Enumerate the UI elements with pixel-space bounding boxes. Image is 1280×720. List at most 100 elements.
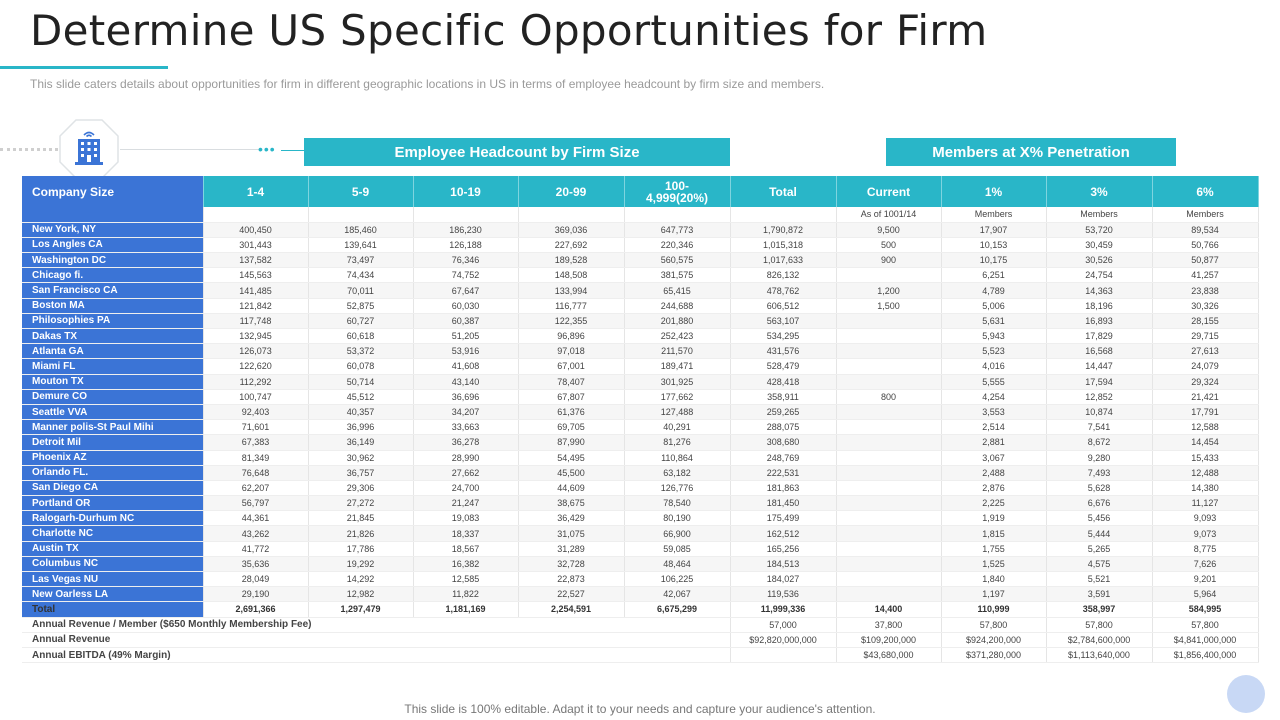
table-cell <box>836 434 942 451</box>
column-header: 20-99 <box>518 176 625 207</box>
table-cell: 12,852 <box>1046 389 1153 405</box>
table-row: Manner polis-St Paul Mihi 71,601 36,996 33,… <box>22 419 1259 436</box>
table-cell: 252,423 <box>624 328 731 345</box>
row-label: Los Angles CA <box>22 237 204 254</box>
table-cell: 57,800 <box>1152 617 1259 633</box>
table-cell: 308,680 <box>730 434 837 451</box>
table-cell: 358,911 <box>730 389 837 405</box>
table-cell: 2,876 <box>941 480 1047 497</box>
table-cell: 28,049 <box>203 571 309 588</box>
table-cell: 122,355 <box>518 313 625 330</box>
table-cell: 10,153 <box>941 237 1047 254</box>
table-cell: 81,276 <box>624 434 731 451</box>
column-header: 1% <box>941 176 1047 207</box>
table-cell: 211,570 <box>624 343 731 360</box>
row-label: Demure CO <box>22 389 204 405</box>
row-label: Phoenix AZ <box>22 450 204 466</box>
table-cell: 41,608 <box>413 358 519 375</box>
table-cell: 14,380 <box>1152 480 1259 497</box>
table-cell: 56,797 <box>203 495 309 512</box>
table-cell <box>836 419 942 436</box>
table-cell: 259,265 <box>730 404 837 421</box>
table-cell: 1,500 <box>836 298 942 314</box>
row-label: Orlando FL. <box>22 465 204 481</box>
table-cell: 175,499 <box>730 510 837 527</box>
table-cell: 16,382 <box>413 556 519 573</box>
table-cell: 36,757 <box>308 465 414 481</box>
table-cell: 288,075 <box>730 419 837 436</box>
table-cell: 137,582 <box>203 252 309 269</box>
table-cell: 177,662 <box>624 389 731 405</box>
table-cell: 31,075 <box>518 525 625 542</box>
table-cell <box>730 647 837 664</box>
table-cell: 201,880 <box>624 313 731 330</box>
table-cell: 4,789 <box>941 282 1047 299</box>
table-cell: 76,648 <box>203 465 309 481</box>
table-row: San Francisco CA 141,485 70,011 67,647 133,9… <box>22 282 1259 299</box>
table-cell: 647,773 <box>624 222 731 238</box>
table-cell: $92,820,000,000 <box>730 632 837 648</box>
table-cell <box>413 207 519 223</box>
table-cell: 148,508 <box>518 267 625 284</box>
table-cell: 11,822 <box>413 586 519 603</box>
table-cell: 400,450 <box>203 222 309 238</box>
row-label: Atlanta GA <box>22 343 204 360</box>
table-cell: 29,306 <box>308 480 414 497</box>
table-cell <box>836 510 942 527</box>
table-cell: 96,896 <box>518 328 625 345</box>
table-cell: 57,800 <box>941 617 1047 633</box>
table-cell: Members <box>1152 207 1259 223</box>
table-cell: 45,500 <box>518 465 625 481</box>
table-cell <box>203 207 309 223</box>
table-cell: 17,829 <box>1046 328 1153 345</box>
row-label: New York, NY <box>22 222 204 238</box>
table-cell: 28,990 <box>413 450 519 466</box>
table-cell: 63,182 <box>624 465 731 481</box>
table-cell: 1,200 <box>836 282 942 299</box>
table-cell: 534,295 <box>730 328 837 345</box>
table-row: Orlando FL. 76,648 36,757 27,662 45,500 63,18… <box>22 465 1259 481</box>
table-cell: 141,485 <box>203 282 309 299</box>
table-cell: 37,800 <box>836 617 942 633</box>
table-cell: 50,877 <box>1152 252 1259 269</box>
table-row: Boston MA 121,842 52,875 60,030 116,777 244,6… <box>22 298 1259 314</box>
table-cell: 227,692 <box>518 237 625 254</box>
table-cell: 17,786 <box>308 541 414 557</box>
table-cell: 5,631 <box>941 313 1047 330</box>
table-cell: 35,636 <box>203 556 309 573</box>
table-cell: 428,418 <box>730 374 837 390</box>
table-cell: 606,512 <box>730 298 837 314</box>
table-cell: 60,618 <box>308 328 414 345</box>
table-cell: 50,766 <box>1152 237 1259 254</box>
table-cell: 66,900 <box>624 525 731 542</box>
table-cell: 7,541 <box>1046 419 1153 436</box>
row-label: Miami FL <box>22 358 204 375</box>
table-cell: 73,497 <box>308 252 414 269</box>
table-cell: 52,875 <box>308 298 414 314</box>
row-label: Boston MA <box>22 298 204 314</box>
table-cell: 3,067 <box>941 450 1047 466</box>
table-cell: 133,994 <box>518 282 625 299</box>
table-cell: 48,464 <box>624 556 731 573</box>
table-cell: 116,777 <box>518 298 625 314</box>
connector-line-short <box>281 150 305 151</box>
column-header: 10-19 <box>413 176 519 207</box>
table-cell: 184,027 <box>730 571 837 588</box>
table-cell: 36,696 <box>413 389 519 405</box>
table-cell <box>836 541 942 557</box>
table-cell: 53,916 <box>413 343 519 360</box>
table-cell: 78,540 <box>624 495 731 512</box>
table-cell: 29,715 <box>1152 328 1259 345</box>
table-cell: 3,553 <box>941 404 1047 421</box>
table-cell: 22,873 <box>518 571 625 588</box>
table-cell <box>836 343 942 360</box>
table-cell: 36,429 <box>518 510 625 527</box>
table-cell: 76,346 <box>413 252 519 269</box>
table-cell <box>836 586 942 603</box>
table-row: New York, NY 400,450 185,460 186,230 369,036… <box>22 222 1259 238</box>
row-label: New Oarless LA <box>22 586 204 603</box>
table-cell: 560,575 <box>624 252 731 269</box>
table-cell: 69,705 <box>518 419 625 436</box>
table-cell: 70,011 <box>308 282 414 299</box>
building-icon <box>58 118 120 180</box>
